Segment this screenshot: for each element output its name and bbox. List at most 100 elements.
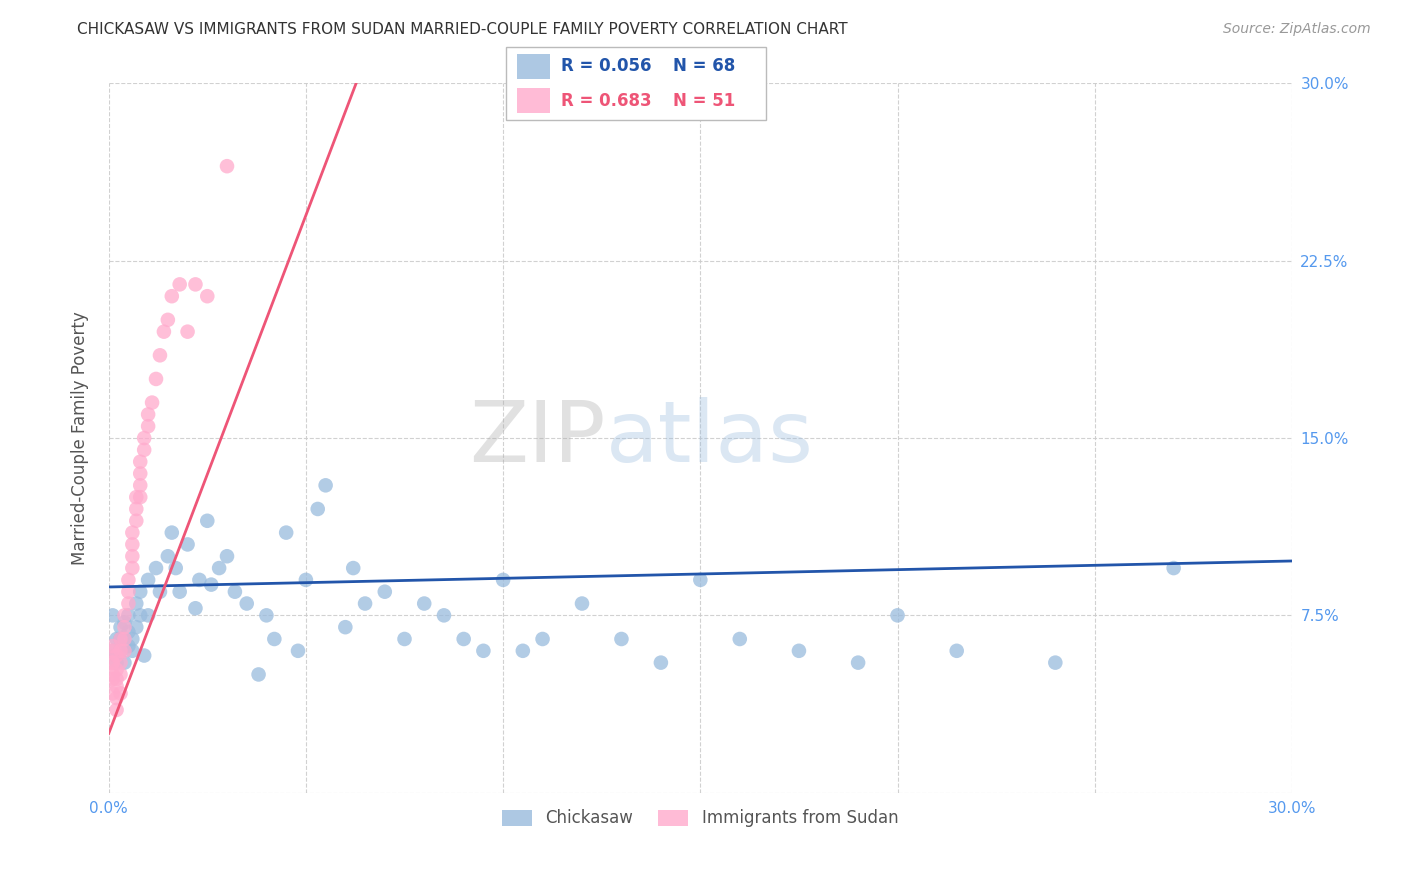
Point <box>141 395 163 409</box>
Point <box>101 672 124 686</box>
Text: Source: ZipAtlas.com: Source: ZipAtlas.com <box>1223 22 1371 37</box>
Point <box>156 313 179 327</box>
Text: N = 51: N = 51 <box>672 92 735 110</box>
Point <box>160 525 183 540</box>
Point <box>105 672 128 686</box>
Point <box>125 502 148 516</box>
Point <box>610 632 633 646</box>
Point <box>374 584 396 599</box>
Point <box>101 656 124 670</box>
Point <box>110 667 132 681</box>
FancyBboxPatch shape <box>506 47 766 120</box>
Point <box>200 577 222 591</box>
Point <box>121 549 143 564</box>
Point <box>117 639 139 653</box>
Point <box>136 573 159 587</box>
Point <box>195 289 218 303</box>
Point <box>165 561 187 575</box>
Point <box>110 644 132 658</box>
Point <box>110 620 132 634</box>
Point <box>846 656 869 670</box>
Point <box>256 608 278 623</box>
Point <box>121 561 143 575</box>
Point <box>105 632 128 646</box>
Point <box>176 537 198 551</box>
Point <box>276 525 298 540</box>
Point <box>129 467 152 481</box>
Point <box>101 608 124 623</box>
Point <box>263 632 285 646</box>
Text: R = 0.056: R = 0.056 <box>561 57 651 75</box>
Point <box>110 686 132 700</box>
Point <box>117 597 139 611</box>
Point <box>136 408 159 422</box>
Point <box>105 703 128 717</box>
Point <box>287 644 309 658</box>
Point <box>1163 561 1185 575</box>
Point <box>129 478 152 492</box>
Point <box>224 584 246 599</box>
Point <box>886 608 908 623</box>
Point <box>117 608 139 623</box>
Point <box>295 573 318 587</box>
Point <box>472 644 495 658</box>
Point <box>215 159 238 173</box>
Point <box>1045 656 1067 670</box>
Point <box>114 620 136 634</box>
Point <box>184 601 207 615</box>
Point <box>235 597 257 611</box>
Point <box>136 419 159 434</box>
Point <box>169 277 191 292</box>
Point <box>114 656 136 670</box>
FancyBboxPatch shape <box>516 88 550 113</box>
Point <box>134 431 156 445</box>
Point <box>114 615 136 630</box>
Point <box>195 514 218 528</box>
Point <box>101 667 124 681</box>
Point <box>121 644 143 658</box>
Point <box>125 597 148 611</box>
Point <box>208 561 231 575</box>
Point <box>117 624 139 639</box>
Point <box>247 667 270 681</box>
Point <box>105 679 128 693</box>
Point <box>114 632 136 646</box>
Point <box>176 325 198 339</box>
Point <box>188 573 211 587</box>
Point <box>342 561 364 575</box>
Point <box>945 644 967 658</box>
Point <box>121 632 143 646</box>
Point <box>394 632 416 646</box>
FancyBboxPatch shape <box>516 54 550 78</box>
Text: CHICKASAW VS IMMIGRANTS FROM SUDAN MARRIED-COUPLE FAMILY POVERTY CORRELATION CHA: CHICKASAW VS IMMIGRANTS FROM SUDAN MARRI… <box>77 22 848 37</box>
Point <box>492 573 515 587</box>
Point <box>134 442 156 457</box>
Point <box>110 644 132 658</box>
Point <box>110 632 132 646</box>
Point <box>433 608 456 623</box>
Point <box>307 502 329 516</box>
Point <box>787 644 810 658</box>
Point <box>169 584 191 599</box>
Point <box>101 639 124 653</box>
Legend: Chickasaw, Immigrants from Sudan: Chickasaw, Immigrants from Sudan <box>495 803 905 834</box>
Point <box>215 549 238 564</box>
Text: ZIP: ZIP <box>470 397 606 480</box>
Point <box>531 632 554 646</box>
Point <box>129 490 152 504</box>
Point <box>125 620 148 634</box>
Point <box>512 644 534 658</box>
Point <box>354 597 377 611</box>
Point <box>121 525 143 540</box>
Point <box>101 644 124 658</box>
Text: atlas: atlas <box>606 397 814 480</box>
Point <box>105 656 128 670</box>
Text: R = 0.683: R = 0.683 <box>561 92 651 110</box>
Point <box>110 632 132 646</box>
Point <box>413 597 436 611</box>
Point <box>650 656 672 670</box>
Point <box>453 632 475 646</box>
Point <box>728 632 751 646</box>
Point <box>149 584 172 599</box>
Point <box>129 608 152 623</box>
